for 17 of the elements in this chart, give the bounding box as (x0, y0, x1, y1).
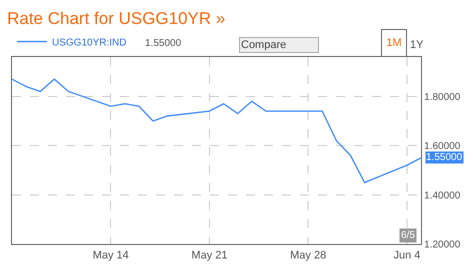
text: 1Y (410, 39, 424, 51)
annotation: 6/5 (401, 230, 416, 241)
y-tick-label: 1.20000 (424, 240, 461, 250)
text: Compare (241, 39, 286, 51)
annotation: 1.55000 (426, 152, 463, 163)
chart-title: Rate Chart for USGG10YR » (7, 9, 226, 28)
x-tick-label: May 14 (92, 249, 129, 262)
text: 1M (386, 37, 402, 49)
y-tick-label: 1.60000 (424, 141, 461, 152)
x-tick-label: May 28 (290, 249, 326, 262)
text: 1.55000 (145, 38, 182, 49)
legend-label: USGG10YR:IND (52, 37, 126, 48)
y-tick-label: 1.80000 (424, 92, 461, 103)
y-tick-label: 1.40000 (424, 190, 461, 202)
x-tick-label: Jun 4 (393, 249, 420, 262)
line-series (12, 78, 421, 184)
x-tick-label: May 21 (191, 249, 228, 262)
